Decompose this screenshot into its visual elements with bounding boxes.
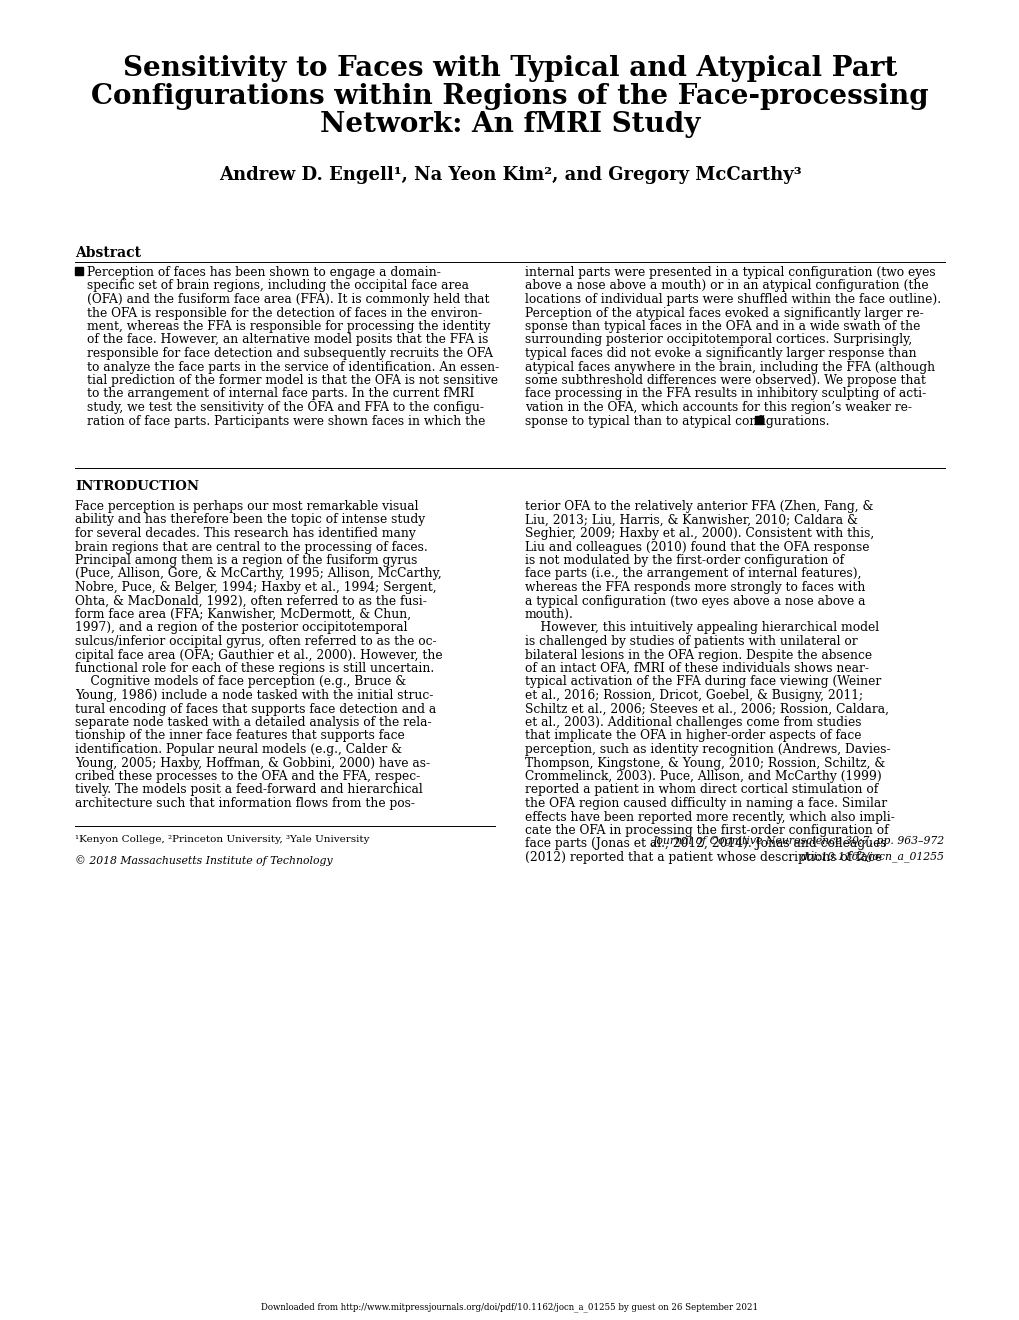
Text: internal parts were presented in a typical configuration (two eyes: internal parts were presented in a typic… [525, 267, 934, 279]
Text: Perception of faces has been shown to engage a domain-: Perception of faces has been shown to en… [87, 267, 440, 279]
Text: Perception of the atypical faces evoked a significantly larger re-: Perception of the atypical faces evoked … [525, 306, 923, 319]
Text: of an intact OFA, fMRI of these individuals shows near-: of an intact OFA, fMRI of these individu… [525, 663, 868, 675]
Text: cate the OFA in processing the first-order configuration of: cate the OFA in processing the first-ord… [525, 824, 888, 837]
Text: tial prediction of the former model is that the OFA is not sensitive: tial prediction of the former model is t… [87, 374, 497, 387]
Text: brain regions that are central to the processing of faces.: brain regions that are central to the pr… [75, 540, 427, 553]
Text: effects have been reported more recently, which also impli-: effects have been reported more recently… [525, 810, 894, 824]
Text: is not modulated by the first-order configuration of: is not modulated by the first-order conf… [525, 554, 844, 568]
Text: to the arrangement of internal face parts. In the current fMRI: to the arrangement of internal face part… [87, 388, 474, 400]
Text: Schiltz et al., 2006; Steeves et al., 2006; Rossion, Caldara,: Schiltz et al., 2006; Steeves et al., 20… [525, 702, 889, 715]
Text: tural encoding of faces that supports face detection and a: tural encoding of faces that supports fa… [75, 702, 436, 715]
Text: Network: An fMRI Study: Network: An fMRI Study [320, 111, 699, 139]
Text: INTRODUCTION: INTRODUCTION [75, 480, 199, 492]
Text: a typical configuration (two eyes above a nose above a: a typical configuration (two eyes above … [525, 594, 865, 607]
Text: Young, 2005; Haxby, Hoffman, & Gobbini, 2000) have as-: Young, 2005; Haxby, Hoffman, & Gobbini, … [75, 756, 430, 770]
Text: Liu and colleagues (2010) found that the OFA response: Liu and colleagues (2010) found that the… [525, 540, 868, 553]
Text: above a nose above a mouth) or in an atypical configuration (the: above a nose above a mouth) or in an aty… [525, 280, 927, 293]
Text: Configurations within Regions of the Face-processing: Configurations within Regions of the Fac… [91, 83, 928, 110]
Text: Nobre, Puce, & Belger, 1994; Haxby et al., 1994; Sergent,: Nobre, Puce, & Belger, 1994; Haxby et al… [75, 581, 436, 594]
Text: face parts (i.e., the arrangement of internal features),: face parts (i.e., the arrangement of int… [525, 568, 861, 581]
Text: Journal of Cognitive Neuroscience 30:7, pp. 963–972: Journal of Cognitive Neuroscience 30:7, … [652, 836, 944, 846]
Text: ration of face parts. Participants were shown faces in which the: ration of face parts. Participants were … [87, 414, 485, 428]
Text: bilateral lesions in the OFA region. Despite the absence: bilateral lesions in the OFA region. Des… [525, 648, 871, 661]
Text: the OFA region caused difficulty in naming a face. Similar: the OFA region caused difficulty in nami… [525, 797, 887, 810]
Text: Sensitivity to Faces with Typical and Atypical Part: Sensitivity to Faces with Typical and At… [122, 55, 897, 82]
Text: to analyze the face parts in the service of identification. An essen-: to analyze the face parts in the service… [87, 360, 498, 374]
Text: some subthreshold differences were observed). We propose that: some subthreshold differences were obser… [525, 374, 925, 387]
Text: that implicate the OFA in higher-order aspects of face: that implicate the OFA in higher-order a… [525, 730, 861, 742]
Text: ability and has therefore been the topic of intense study: ability and has therefore been the topic… [75, 513, 425, 527]
Text: locations of individual parts were shuffled within the face outline).: locations of individual parts were shuff… [525, 293, 941, 306]
Text: Cognitive models of face perception (e.g., Bruce &: Cognitive models of face perception (e.g… [75, 676, 406, 689]
Text: Crommelinck, 2003). Puce, Allison, and McCarthy (1999): Crommelinck, 2003). Puce, Allison, and M… [525, 770, 880, 783]
Text: vation in the OFA, which accounts for this region’s weaker re-: vation in the OFA, which accounts for th… [525, 401, 911, 414]
Text: Abstract: Abstract [75, 246, 141, 260]
Text: et al., 2016; Rossion, Dricot, Goebel, & Busigny, 2011;: et al., 2016; Rossion, Dricot, Goebel, &… [525, 689, 862, 702]
Text: typical activation of the FFA during face viewing (Weiner: typical activation of the FFA during fac… [525, 676, 880, 689]
Text: (Puce, Allison, Gore, & McCarthy, 1995; Allison, McCarthy,: (Puce, Allison, Gore, & McCarthy, 1995; … [75, 568, 441, 581]
Text: architecture such that information flows from the pos-: architecture such that information flows… [75, 797, 415, 810]
Bar [75, 267, 83, 275]
Text: Seghier, 2009; Haxby et al., 2000). Consistent with this,: Seghier, 2009; Haxby et al., 2000). Cons… [525, 527, 873, 540]
Text: surrounding posterior occipitotemporal cortices. Surprisingly,: surrounding posterior occipitotemporal c… [525, 334, 911, 346]
Text: doi:10.1162/jocn_a_01255: doi:10.1162/jocn_a_01255 [800, 851, 944, 862]
Text: sponse to typical than to atypical configurations.: sponse to typical than to atypical confi… [525, 414, 828, 428]
Text: whereas the FFA responds more strongly to faces with: whereas the FFA responds more strongly t… [525, 581, 864, 594]
Text: Young, 1986) include a node tasked with the initial struc-: Young, 1986) include a node tasked with … [75, 689, 433, 702]
Text: tionship of the inner face features that supports face: tionship of the inner face features that… [75, 730, 405, 742]
Text: Ohta, & MacDonald, 1992), often referred to as the fusi-: Ohta, & MacDonald, 1992), often referred… [75, 594, 427, 607]
Text: is challenged by studies of patients with unilateral or: is challenged by studies of patients wit… [525, 635, 857, 648]
Bar [755, 416, 763, 424]
Text: atypical faces anywhere in the brain, including the FFA (although: atypical faces anywhere in the brain, in… [525, 360, 934, 374]
Text: © 2018 Massachusetts Institute of Technology: © 2018 Massachusetts Institute of Techno… [75, 855, 332, 866]
Text: sulcus/inferior occipital gyrus, often referred to as the oc-: sulcus/inferior occipital gyrus, often r… [75, 635, 436, 648]
Text: of the face. However, an alternative model posits that the FFA is: of the face. However, an alternative mod… [87, 334, 488, 346]
Text: Downloaded from http://www.mitpressjournals.org/doi/pdf/10.1162/jocn_a_01255 by : Downloaded from http://www.mitpressjourn… [261, 1303, 758, 1312]
Text: face processing in the FFA results in inhibitory sculpting of acti-: face processing in the FFA results in in… [525, 388, 925, 400]
Text: sponse than typical faces in the OFA and in a wide swath of the: sponse than typical faces in the OFA and… [525, 319, 919, 333]
Text: terior OFA to the relatively anterior FFA (Zhen, Fang, &: terior OFA to the relatively anterior FF… [525, 500, 872, 513]
Text: (OFA) and the fusiform face area (FFA). It is commonly held that: (OFA) and the fusiform face area (FFA). … [87, 293, 489, 306]
Text: functional role for each of these regions is still uncertain.: functional role for each of these region… [75, 663, 434, 675]
Text: form face area (FFA; Kanwisher, McDermott, & Chun,: form face area (FFA; Kanwisher, McDermot… [75, 609, 411, 620]
Text: cribed these processes to the OFA and the FFA, respec-: cribed these processes to the OFA and th… [75, 770, 420, 783]
Text: ¹Kenyon College, ²Princeton University, ³Yale University: ¹Kenyon College, ²Princeton University, … [75, 836, 369, 845]
Text: reported a patient in whom direct cortical stimulation of: reported a patient in whom direct cortic… [525, 784, 877, 796]
Text: Andrew D. Engell¹, Na Yeon Kim², and Gregory McCarthy³: Andrew D. Engell¹, Na Yeon Kim², and Gre… [218, 166, 801, 183]
Text: perception, such as identity recognition (Andrews, Davies-: perception, such as identity recognition… [525, 743, 890, 756]
Text: mouth).: mouth). [525, 609, 574, 620]
Text: Thompson, Kingstone, & Young, 2010; Rossion, Schiltz, &: Thompson, Kingstone, & Young, 2010; Ross… [525, 756, 884, 770]
Text: Face perception is perhaps our most remarkable visual: Face perception is perhaps our most rema… [75, 500, 418, 513]
Text: Principal among them is a region of the fusiform gyrus: Principal among them is a region of the … [75, 554, 417, 568]
Text: Liu, 2013; Liu, Harris, & Kanwisher, 2010; Caldara &: Liu, 2013; Liu, Harris, & Kanwisher, 201… [525, 513, 857, 527]
Text: tively. The models posit a feed-forward and hierarchical: tively. The models posit a feed-forward … [75, 784, 422, 796]
Text: typical faces did not evoke a significantly larger response than: typical faces did not evoke a significan… [525, 347, 916, 360]
Text: However, this intuitively appealing hierarchical model: However, this intuitively appealing hier… [525, 622, 878, 635]
Text: for several decades. This research has identified many: for several decades. This research has i… [75, 527, 416, 540]
Text: face parts (Jonas et al., 2012, 2014). Jonas and colleagues: face parts (Jonas et al., 2012, 2014). J… [525, 837, 886, 850]
Text: ment, whereas the FFA is responsible for processing the identity: ment, whereas the FFA is responsible for… [87, 319, 490, 333]
Text: (2012) reported that a patient whose descriptions of face: (2012) reported that a patient whose des… [525, 851, 881, 865]
Text: identification. Popular neural models (e.g., Calder &: identification. Popular neural models (e… [75, 743, 401, 756]
Text: study, we test the sensitivity of the OFA and FFA to the configu-: study, we test the sensitivity of the OF… [87, 401, 484, 414]
Text: separate node tasked with a detailed analysis of the rela-: separate node tasked with a detailed ana… [75, 715, 431, 729]
Text: cipital face area (OFA; Gauthier et al., 2000). However, the: cipital face area (OFA; Gauthier et al.,… [75, 648, 442, 661]
Text: responsible for face detection and subsequently recruits the OFA: responsible for face detection and subse… [87, 347, 492, 360]
Text: et al., 2003). Additional challenges come from studies: et al., 2003). Additional challenges com… [525, 715, 861, 729]
Text: the OFA is responsible for the detection of faces in the environ-: the OFA is responsible for the detection… [87, 306, 482, 319]
Text: 1997), and a region of the posterior occipitotemporal: 1997), and a region of the posterior occ… [75, 622, 408, 635]
Text: specific set of brain regions, including the occipital face area: specific set of brain regions, including… [87, 280, 469, 293]
